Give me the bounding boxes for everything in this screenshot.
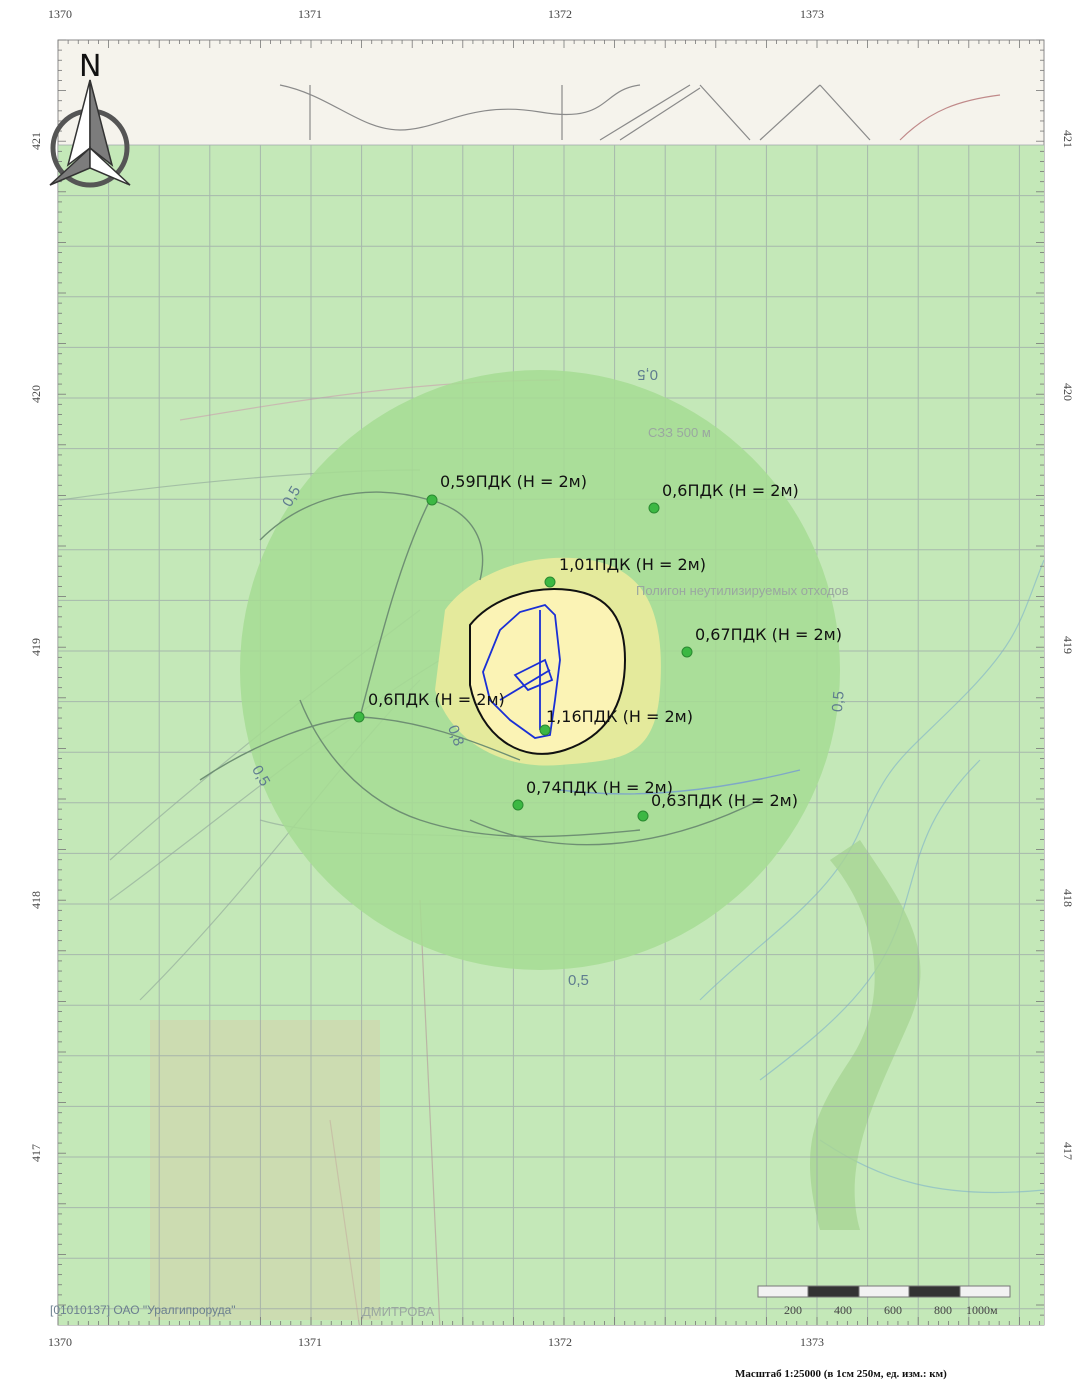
szz-label: СЗЗ 500 м bbox=[648, 425, 711, 440]
x-coordinate-labels: 1370 1371 1372 1373 1370 1371 1372 1373 bbox=[48, 7, 824, 1349]
north-arrow-icon: N bbox=[49, 49, 131, 188]
north-label: N bbox=[79, 49, 101, 84]
y-coord-right: 419 bbox=[1061, 636, 1075, 654]
calc-point[interactable] bbox=[512, 799, 524, 811]
calc-point[interactable] bbox=[681, 646, 693, 658]
x-coord-top: 1373 bbox=[800, 7, 824, 21]
y-coord-left: 421 bbox=[29, 132, 43, 150]
calculation-points: 0,59ПДК (H = 2м) 0,6ПДК (H = 2м) 1,01ПДК… bbox=[353, 472, 842, 822]
calc-point[interactable] bbox=[353, 711, 365, 723]
scale-bar-tick: 1000м bbox=[966, 1303, 998, 1317]
scale-bar-tick: 800 bbox=[934, 1303, 952, 1317]
x-coord-top: 1371 bbox=[298, 7, 322, 21]
x-coord-bottom: 1371 bbox=[298, 1335, 322, 1349]
calc-point-label: 1,16ПДК (H = 2м) bbox=[546, 707, 693, 726]
calc-point[interactable] bbox=[637, 810, 649, 822]
x-coord-top: 1370 bbox=[48, 7, 72, 21]
x-coord-bottom: 1370 bbox=[48, 1335, 72, 1349]
calc-point-label: 0,6ПДК (H = 2м) bbox=[662, 481, 799, 500]
y-coord-right: 417 bbox=[1061, 1142, 1075, 1160]
x-coord-bottom: 1373 bbox=[800, 1335, 824, 1349]
isoline-label: 0,5 bbox=[568, 972, 589, 989]
y-coord-right: 418 bbox=[1061, 889, 1075, 907]
base-map-top bbox=[279, 84, 1001, 141]
calc-point[interactable] bbox=[539, 724, 551, 736]
y-coord-left: 419 bbox=[29, 638, 43, 656]
calc-point[interactable] bbox=[544, 576, 556, 588]
scale-bar: 200 400 600 800 1000м bbox=[757, 1285, 1011, 1317]
frame-ticks bbox=[57, 39, 1044, 1325]
scale-bar-tick: 400 bbox=[834, 1303, 852, 1317]
calc-point-label: 0,63ПДК (H = 2м) bbox=[651, 791, 798, 810]
calc-point-label: 1,01ПДК (H = 2м) bbox=[559, 555, 706, 574]
isoline-label: 0,5 bbox=[829, 690, 848, 712]
town-label: ДМИТРОВА bbox=[362, 1304, 435, 1319]
y-coord-right: 421 bbox=[1061, 130, 1075, 148]
y-coord-left: 420 bbox=[29, 385, 43, 403]
roads bbox=[199, 491, 801, 846]
isoline-label: 0,5 bbox=[637, 366, 658, 383]
x-coord-bottom: 1372 bbox=[548, 1335, 572, 1349]
credit-text: [01010137] ОАО "Уралгипроруда" bbox=[50, 1303, 236, 1317]
calc-point[interactable] bbox=[426, 494, 438, 506]
scale-caption: Масштаб 1:25000 (в 1см 250м, ед. изм.: к… bbox=[735, 1368, 947, 1380]
isoline-label: 0,8 bbox=[444, 723, 467, 748]
scale-bar-tick: 600 bbox=[884, 1303, 902, 1317]
calc-point-label: 0,59ПДК (H = 2м) bbox=[440, 472, 587, 491]
scale-bar-tick: 200 bbox=[784, 1303, 802, 1317]
calc-point-label: 0,6ПДК (H = 2м) bbox=[368, 690, 505, 709]
x-coord-top: 1372 bbox=[548, 7, 572, 21]
town-area bbox=[150, 1020, 380, 1320]
landfill-label: Полигон неутилизируемых отходов bbox=[636, 583, 849, 598]
river bbox=[810, 840, 921, 1230]
calc-point-label: 0,67ПДК (H = 2м) bbox=[695, 625, 842, 644]
y-coord-right: 420 bbox=[1061, 383, 1075, 401]
site-outline bbox=[482, 603, 561, 739]
calc-point[interactable] bbox=[648, 502, 660, 514]
y-coord-left: 417 bbox=[29, 1144, 43, 1162]
calc-point-label: 0,74ПДК (H = 2м) bbox=[526, 778, 673, 797]
y-coordinate-labels: 421 420 419 418 417 421 420 419 418 417 bbox=[29, 130, 1075, 1162]
y-coord-left: 418 bbox=[29, 891, 43, 909]
